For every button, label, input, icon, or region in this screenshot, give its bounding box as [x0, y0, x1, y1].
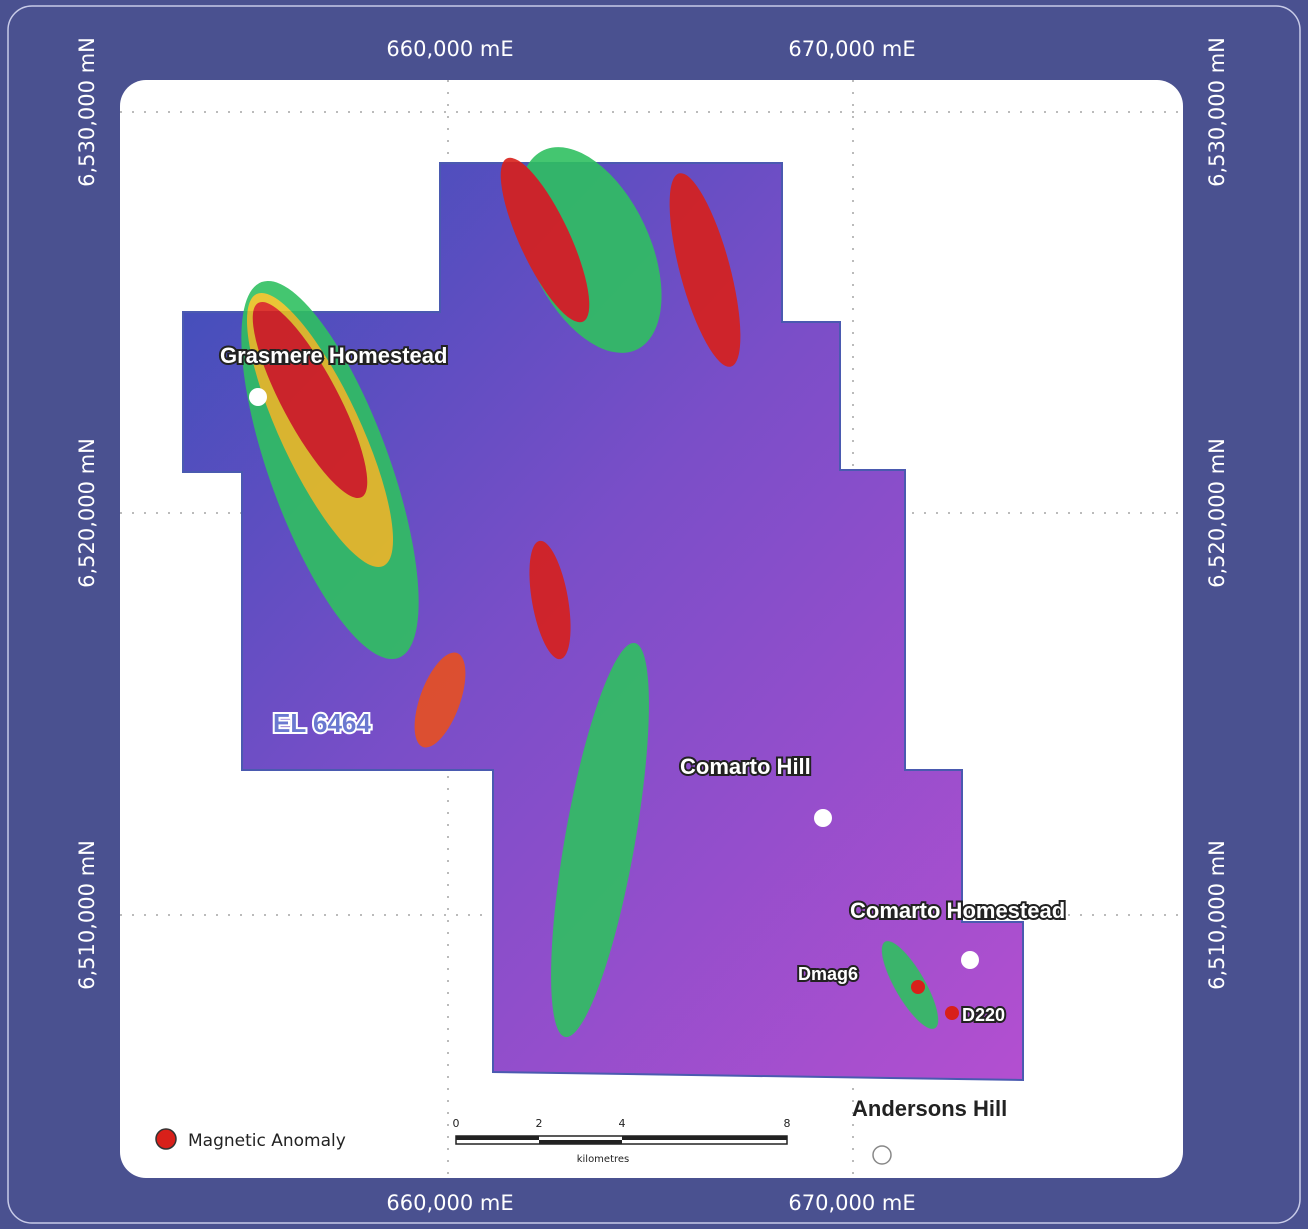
- northing-label: 6,530,000 mN: [75, 37, 99, 187]
- northing-label: 6,510,000 mN: [1205, 840, 1229, 990]
- northing-label: 6,520,000 mN: [1205, 438, 1229, 588]
- scale-bar-segment: [456, 1136, 539, 1140]
- place-label: Comarto Homestead: [850, 898, 1065, 923]
- place-label: Comarto Hill: [680, 754, 811, 779]
- hill-marker: [873, 1146, 891, 1164]
- place-label: Andersons Hill: [852, 1096, 1007, 1121]
- northing-label: 6,530,000 mN: [1205, 37, 1229, 187]
- scale-tick-label: 8: [784, 1117, 791, 1130]
- easting-label: 670,000 mE: [788, 1191, 915, 1215]
- easting-label: 670,000 mE: [788, 37, 915, 61]
- northing-label: 6,510,000 mN: [75, 840, 99, 990]
- easting-label: 660,000 mE: [386, 37, 513, 61]
- anomaly-marker: [911, 980, 925, 994]
- scale-tick-label: 0: [453, 1117, 460, 1130]
- place-label: Grasmere Homestead: [220, 343, 447, 368]
- scale-unit: kilometres: [577, 1154, 630, 1165]
- scale-bar-segment: [622, 1136, 787, 1140]
- hill-marker: [814, 809, 832, 827]
- northing-label: 6,520,000 mN: [75, 438, 99, 588]
- easting-label: 660,000 mE: [386, 1191, 513, 1215]
- scale-tick-label: 4: [619, 1117, 626, 1130]
- anomaly-label: Dmag6: [798, 964, 858, 984]
- legend-label: Magnetic Anomaly: [188, 1131, 346, 1151]
- page: Grasmere Homestead EL 6464 Comarto Hill …: [0, 0, 1308, 1229]
- homestead-marker: [961, 951, 979, 969]
- scale-tick-label: 2: [536, 1117, 543, 1130]
- tenement-label: EL 6464: [273, 708, 371, 738]
- anomaly-marker: [945, 1006, 959, 1020]
- legend-marker: [156, 1129, 176, 1149]
- map: Grasmere Homestead EL 6464 Comarto Hill …: [0, 0, 1308, 1229]
- homestead-marker: [249, 388, 267, 406]
- anomaly-label: D220: [962, 1005, 1005, 1025]
- scale-bar-segment: [539, 1140, 622, 1144]
